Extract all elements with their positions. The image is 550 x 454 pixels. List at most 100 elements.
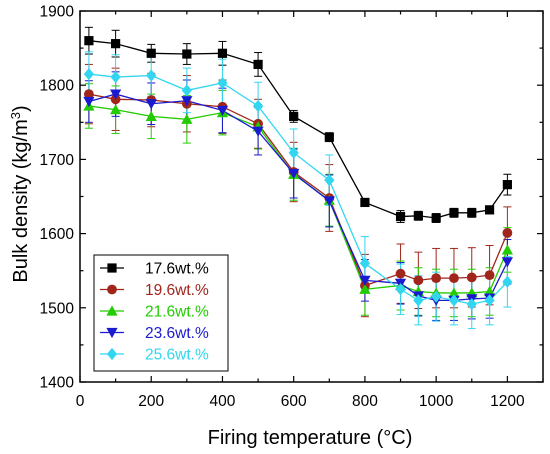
series-line-23-6wt-- xyxy=(88,93,508,302)
data-point-25-6wt-- xyxy=(181,84,192,97)
data-point-21-6wt-- xyxy=(145,110,157,121)
x-tick-label: 800 xyxy=(352,393,378,410)
legend-marker xyxy=(106,347,118,361)
data-point-17-6wt-- xyxy=(502,180,512,190)
data-point-19-6wt-- xyxy=(431,273,442,284)
data-point-25-6wt-- xyxy=(217,76,228,90)
data-point-23-6wt-- xyxy=(145,99,157,110)
data-point-25-6wt-- xyxy=(359,257,371,270)
data-point-23-6wt-- xyxy=(216,105,229,117)
data-point-17-6wt-- xyxy=(431,213,441,223)
data-point-21-6wt-- xyxy=(448,287,460,298)
data-point-19-6wt-- xyxy=(484,270,495,281)
data-point-19-6wt-- xyxy=(395,268,406,279)
data-point-17-6wt-- xyxy=(484,205,495,215)
y-tick-label: 1900 xyxy=(40,4,75,21)
y-tick-label: 1600 xyxy=(40,226,75,243)
data-point-17-6wt-- xyxy=(289,111,299,121)
x-tick-label: 200 xyxy=(138,393,164,410)
data-point-25-6wt-- xyxy=(146,69,157,82)
data-point-25-6wt-- xyxy=(431,290,442,303)
data-point-25-6wt-- xyxy=(413,294,424,307)
data-point-21-6wt-- xyxy=(181,113,193,124)
series-line-25-6wt-- xyxy=(88,73,508,305)
legend-entry: 19.6wt.% xyxy=(100,282,209,299)
legend-label: 25.6wt.% xyxy=(145,347,209,364)
legend-label: 19.6wt.% xyxy=(145,282,209,299)
axis-ticks-layer xyxy=(79,10,544,383)
data-point-17-6wt-- xyxy=(395,211,406,222)
y-tick-label: 1700 xyxy=(40,152,75,169)
legend: 17.6wt.% 19.6wt.% 21.6wt.% 23.6wt.% 25.6wt.% xyxy=(93,254,229,372)
x-tick-label: 0 xyxy=(76,393,85,410)
series-markers-layer xyxy=(83,36,513,311)
data-point-25-6wt-- xyxy=(324,174,335,187)
x-tick-label: 400 xyxy=(210,393,236,410)
x-axis-title: Firing temperature (°C) xyxy=(208,427,413,449)
data-point-17-6wt-- xyxy=(324,132,334,142)
data-point-19-6wt-- xyxy=(466,272,477,283)
data-point-23-6wt-- xyxy=(323,196,335,207)
data-point-21-6wt-- xyxy=(501,244,513,255)
x-tick-label: 600 xyxy=(281,393,307,410)
legend-entry: 23.6wt.% xyxy=(100,325,209,342)
data-point-25-6wt-- xyxy=(252,99,264,113)
legend-marker xyxy=(107,284,117,295)
data-point-19-6wt-- xyxy=(449,273,459,284)
x-tick-label: 1000 xyxy=(419,393,454,410)
data-point-23-6wt-- xyxy=(359,275,371,286)
y-tick-label: 1500 xyxy=(40,300,75,317)
legend-entry: 21.6wt.% xyxy=(100,304,209,321)
series-line-21-6wt-- xyxy=(88,105,508,294)
data-point-21-6wt-- xyxy=(483,285,496,297)
data-point-23-6wt-- xyxy=(110,89,122,100)
data-point-21-6wt-- xyxy=(110,104,122,115)
data-point-23-6wt-- xyxy=(501,257,513,268)
legend-entry: 17.6wt.% xyxy=(100,261,209,278)
data-point-17-6wt-- xyxy=(146,48,156,58)
data-point-17-6wt-- xyxy=(84,36,94,46)
legend-marker xyxy=(107,263,117,273)
data-point-17-6wt-- xyxy=(253,59,263,70)
data-point-23-6wt-- xyxy=(288,168,300,180)
y-tick-label: 1800 xyxy=(40,78,75,95)
data-point-25-6wt-- xyxy=(466,297,477,311)
data-point-17-6wt-- xyxy=(467,208,477,218)
data-point-23-6wt-- xyxy=(181,96,193,107)
series-lines-layer xyxy=(88,40,508,305)
data-point-25-6wt-- xyxy=(110,70,121,84)
data-point-21-6wt-- xyxy=(359,283,371,294)
data-point-17-6wt-- xyxy=(413,211,423,221)
data-point-19-6wt-- xyxy=(413,275,424,286)
data-point-25-6wt-- xyxy=(288,146,299,159)
legend-label: 17.6wt.% xyxy=(145,261,209,278)
y-axis-title-superscript: 3 xyxy=(8,112,23,119)
legend-marker xyxy=(106,305,118,316)
data-point-17-6wt-- xyxy=(182,49,192,59)
data-point-25-6wt-- xyxy=(448,294,460,307)
y-axis-title-main: Bulk density (kg/m xyxy=(10,119,32,282)
data-point-25-6wt-- xyxy=(83,67,95,81)
y-tick-label: 1400 xyxy=(40,375,75,392)
data-point-17-6wt-- xyxy=(449,208,459,218)
axis-tick-labels-layer: 0 200 400 600 800 1000 1200 1400 1500 1600 1700 180… xyxy=(40,4,525,411)
data-point-23-6wt-- xyxy=(252,126,264,137)
y-axis-title-end: ) xyxy=(10,105,32,112)
data-point-17-6wt-- xyxy=(111,39,121,49)
data-point-25-6wt-- xyxy=(395,283,406,296)
y-axis-title: Bulk density (kg/m3) xyxy=(8,105,33,282)
legend-label: 23.6wt.% xyxy=(145,325,209,342)
legend-entry: 25.6wt.% xyxy=(100,347,209,364)
data-point-23-6wt-- xyxy=(83,96,95,108)
data-point-17-6wt-- xyxy=(360,197,370,208)
legend-label: 21.6wt.% xyxy=(145,304,209,321)
data-point-25-6wt-- xyxy=(484,294,495,307)
data-point-17-6wt-- xyxy=(217,48,228,58)
series-line-17-6wt-- xyxy=(88,40,508,219)
data-point-25-6wt-- xyxy=(502,275,513,288)
legend-box xyxy=(93,254,229,372)
data-point-19-6wt-- xyxy=(502,227,513,238)
legend-marker xyxy=(106,327,118,339)
x-tick-label: 1200 xyxy=(490,393,525,410)
